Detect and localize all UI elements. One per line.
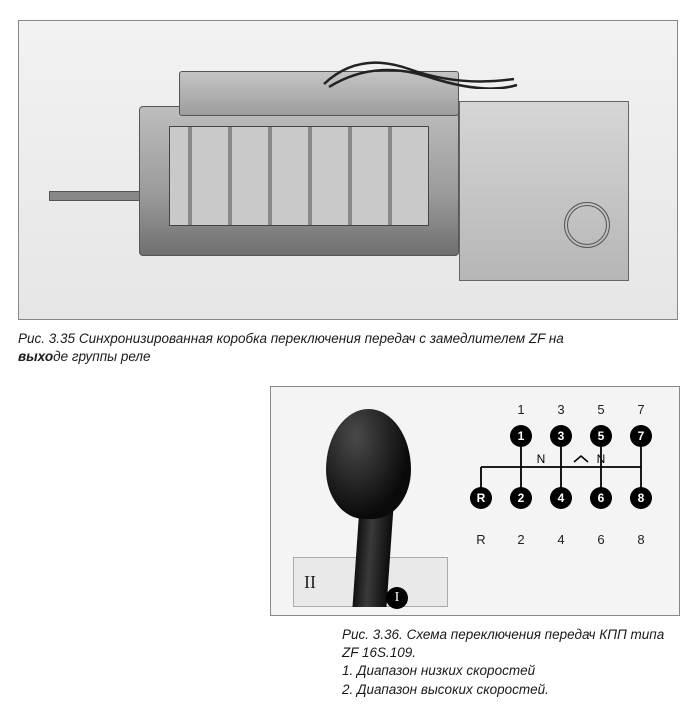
gear-number-1: 1 xyxy=(511,402,531,417)
figure-3-36-caption: Рис. 3.36. Схема переключения передач КП… xyxy=(342,626,682,699)
gearbox-hoses xyxy=(319,49,519,89)
shift-pattern-svg: N N 1 3 5 7 R 2 4 6 8 xyxy=(461,418,671,516)
gear-number-4: 4 xyxy=(551,532,571,547)
svg-text:3: 3 xyxy=(558,429,565,443)
range-roman-2: II xyxy=(304,572,316,593)
caption2-label: Рис. xyxy=(342,627,369,642)
svg-text:6: 6 xyxy=(598,491,605,505)
svg-text:8: 8 xyxy=(638,491,645,505)
range-indicator-dot: I xyxy=(386,587,408,609)
caption-label: Рис. xyxy=(18,331,45,346)
gear-number-5: 5 xyxy=(591,402,611,417)
gear-number-2: 2 xyxy=(511,532,531,547)
svg-text:4: 4 xyxy=(558,491,565,505)
svg-text:5: 5 xyxy=(598,429,605,443)
caption2-line1: 1. Диапазон низких скоростей xyxy=(342,663,535,678)
figure-3-35-caption: Рис. 3.35 Синхронизированная коробка пер… xyxy=(18,330,683,366)
shift-pattern-diagram: 1 3 5 7 N N 1 3 5 7 R 2 4 6 xyxy=(461,402,671,532)
svg-text:1: 1 xyxy=(518,429,525,443)
svg-text:R: R xyxy=(477,491,486,505)
gear-number-3: 3 xyxy=(551,402,571,417)
retarder-unit xyxy=(459,101,629,281)
svg-text:7: 7 xyxy=(638,429,645,443)
figure-3-35-image xyxy=(18,20,678,320)
caption-number: 3.35 xyxy=(49,331,75,346)
neutral-label-left: N xyxy=(537,452,546,466)
gear-number-8: 8 xyxy=(631,532,651,547)
shift-lever-knob xyxy=(326,409,411,519)
figure-3-36-image: II I 1 3 5 7 N N 1 3 5 7 xyxy=(270,386,680,616)
gear-number-7: 7 xyxy=(631,402,651,417)
gearbox-cutaway-gears xyxy=(169,126,429,226)
caption-text-bold: выхо xyxy=(18,349,53,364)
gear-number-R: R xyxy=(471,532,491,547)
neutral-label-right: N xyxy=(597,452,606,466)
caption-text-2: де группы реле xyxy=(53,349,150,364)
gear-number-6: 6 xyxy=(591,532,611,547)
svg-text:2: 2 xyxy=(518,491,525,505)
caption-text-1: Синхронизированная коробка переключения … xyxy=(79,331,564,346)
caption2-line2: 2. Диапазон высоких скоростей. xyxy=(342,682,549,697)
range-indicator-label: I xyxy=(395,590,400,605)
caption2-number: 3.36. xyxy=(373,627,403,642)
gearbox-input-shaft xyxy=(49,191,144,201)
